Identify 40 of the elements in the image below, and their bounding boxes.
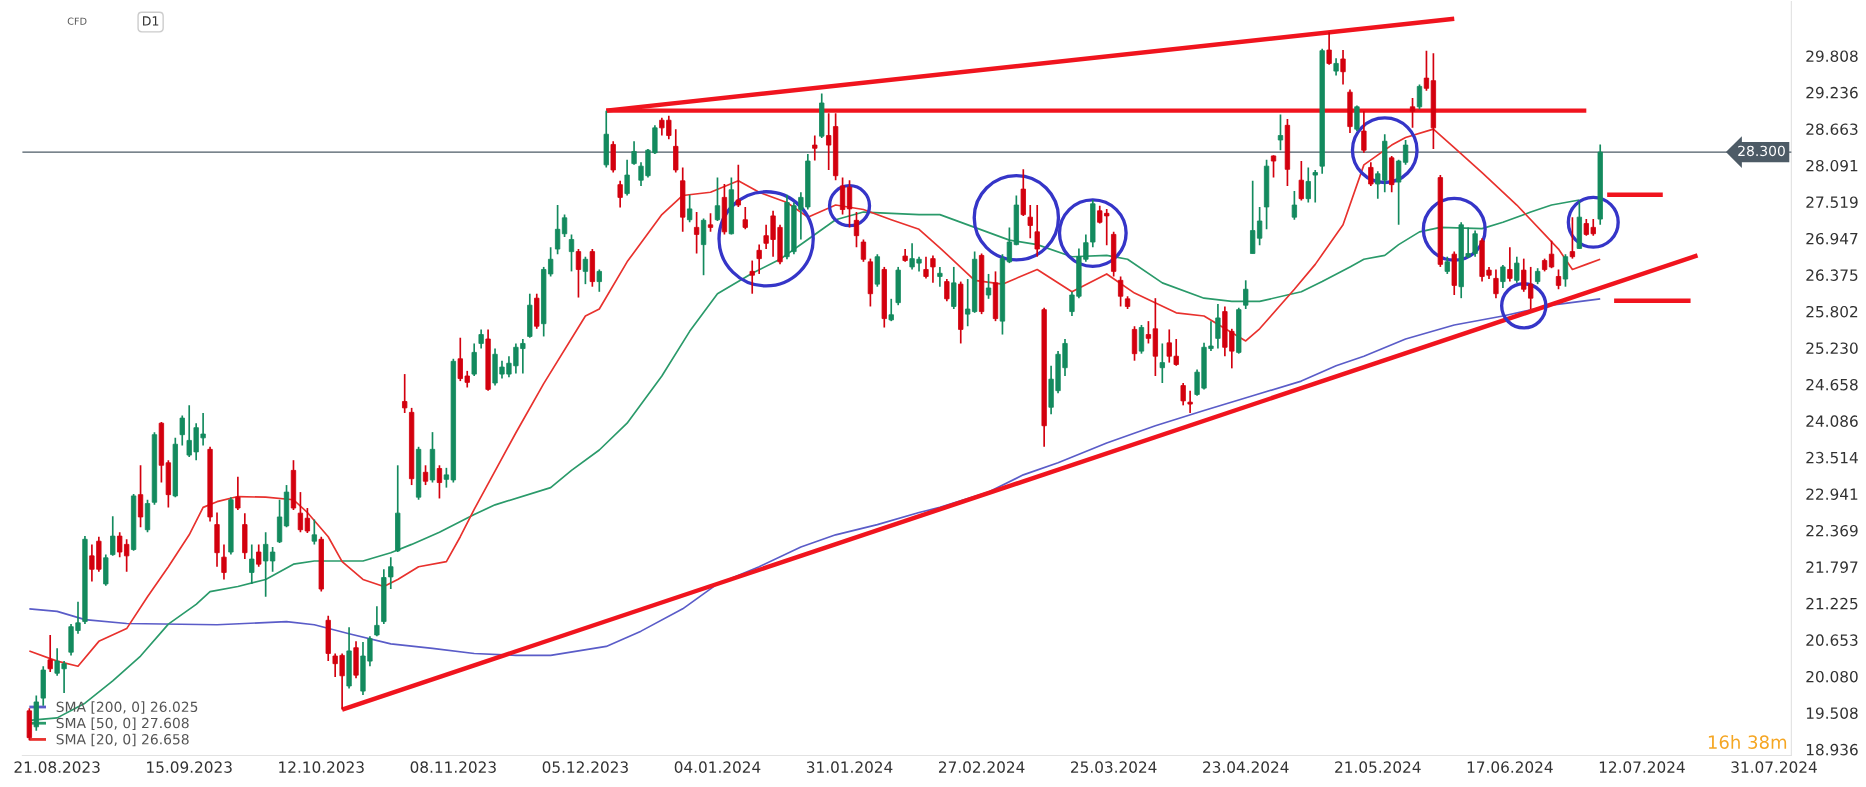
annotation: CFD xyxy=(67,17,87,25)
x-tick-label: 31.07.2024 xyxy=(1731,761,1817,773)
y-tick-label: 19.508 xyxy=(1806,707,1858,719)
y-tick-label: 21.797 xyxy=(1806,561,1858,573)
x-tick-label: 08.11.2023 xyxy=(410,761,496,773)
y-tick-label: 18.936 xyxy=(1806,743,1858,756)
y-tick-label: 23.514 xyxy=(1806,451,1858,464)
x-tick-label: 21.08.2023 xyxy=(14,761,100,773)
x-tick-label: 04.01.2024 xyxy=(674,761,761,773)
annotation: D1 xyxy=(143,16,159,26)
y-tick-label: 29.236 xyxy=(1806,86,1858,99)
x-tick-label: 17.06.2024 xyxy=(1467,761,1553,773)
y-tick-label: 25.802 xyxy=(1806,305,1858,318)
y-tick-label: 22.941 xyxy=(1806,488,1858,500)
x-tick-label: 21.05.2024 xyxy=(1335,761,1421,773)
y-tick-label: 21.225 xyxy=(1806,597,1858,610)
y-tick-label: 26.947 xyxy=(1806,232,1858,245)
y-tick-label: 28.091 xyxy=(1806,159,1858,172)
y-tick-label: 20.080 xyxy=(1806,670,1858,683)
y-tick-label: 20.653 xyxy=(1806,634,1858,646)
x-tick-label: 27.02.2024 xyxy=(938,761,1025,773)
legend-label: SMA [20, 0] 26.658 xyxy=(56,733,189,747)
y-tick-label: 27.519 xyxy=(1806,196,1858,208)
legend-label: SMA [50, 0] 27.608 xyxy=(56,717,189,730)
y-tick-label: 24.086 xyxy=(1806,415,1858,427)
y-tick-label: 22.369 xyxy=(1806,524,1858,537)
x-tick-label: 12.10.2023 xyxy=(279,761,364,773)
y-tick-label: 26.375 xyxy=(1806,269,1858,281)
x-tick-label: 05.12.2023 xyxy=(542,761,628,773)
annotation: 16h 38m xyxy=(1708,734,1787,749)
ref-line-label: 28.300 xyxy=(1738,145,1785,157)
y-tick-label: 29.808 xyxy=(1806,50,1858,62)
x-tick-label: 25.03.2024 xyxy=(1071,761,1157,773)
y-tick-label: 24.658 xyxy=(1806,378,1858,391)
x-tick-label: 23.04.2024 xyxy=(1203,761,1289,773)
x-tick-label: 12.07.2024 xyxy=(1599,761,1685,773)
x-tick-label: 15.09.2023 xyxy=(147,761,232,773)
y-tick-label: 28.663 xyxy=(1806,123,1858,135)
y-tick-label: 25.230 xyxy=(1806,342,1858,354)
x-tick-label: 31.01.2024 xyxy=(806,761,893,773)
